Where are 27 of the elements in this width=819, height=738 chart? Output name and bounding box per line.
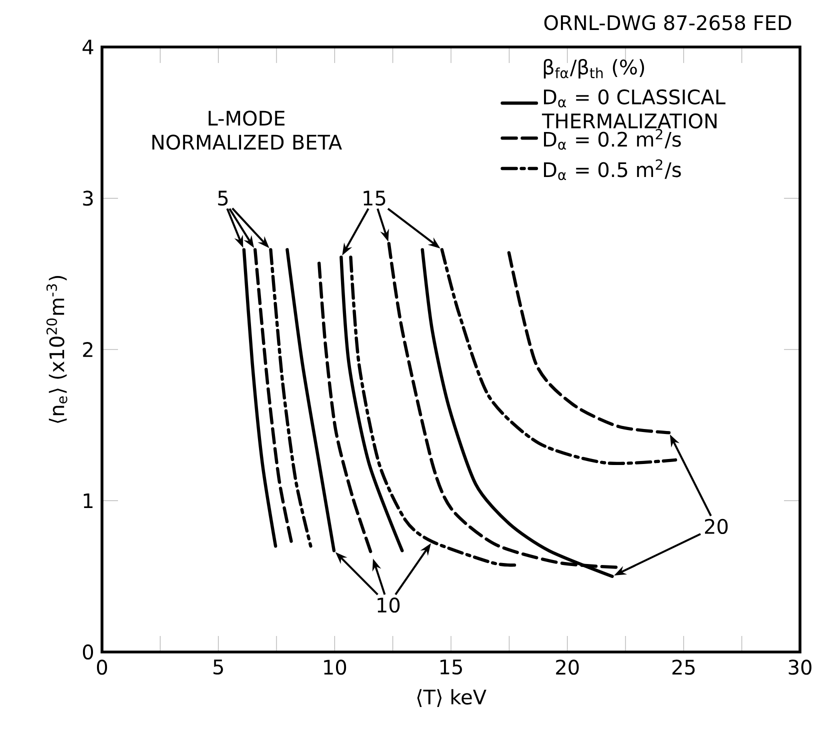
text: ORNL-DWG 87-2658 FED [544, 15, 792, 30]
y-tick-label: 3 [83, 190, 93, 206]
legend-title: β$_{fα}$/β$_{th}$ (%) [544, 59, 644, 79]
line-series [269, 248, 312, 548]
line-series [286, 248, 336, 552]
legend-label: D$_{α}$ = 0.5 m$^{2}$/s [544, 159, 681, 180]
x-tick-label: 20 [556, 660, 579, 675]
annotation: 20 [704, 518, 728, 534]
x-tick-label: 30 [788, 660, 812, 675]
annotation: 15 [364, 190, 386, 206]
annotation: 10 [378, 598, 400, 613]
y-tick-label: 2 [83, 342, 92, 357]
y-tick-label: 4 [82, 40, 94, 54]
legend-label: D$_{α}$ = 0 CLASSICAL THERMALIZATION [542, 89, 726, 128]
line-series [349, 256, 518, 567]
x-axis-title: ⟨T⟩ keV [417, 689, 486, 707]
annotation: 5 [218, 190, 228, 206]
x-tick-label: 5 [214, 660, 223, 675]
y-tick-label: 1 [84, 493, 92, 508]
x-tick-label: 10 [324, 660, 346, 675]
x-tick-label: 25 [672, 660, 695, 675]
legend-label: D$_{α}$ = 0.2 m$^{2}$/s [544, 128, 681, 150]
annotation: L-MODE NORMALIZED BETA [152, 110, 342, 150]
y-axis-title: ⟨n$_{e}$⟩ (x10$^{20}$m$^{-3}$) [46, 276, 68, 423]
y-tick-label: 0 [82, 644, 94, 660]
x-tick-label: 15 [440, 660, 462, 675]
x-tick-label: 0 [96, 660, 108, 675]
